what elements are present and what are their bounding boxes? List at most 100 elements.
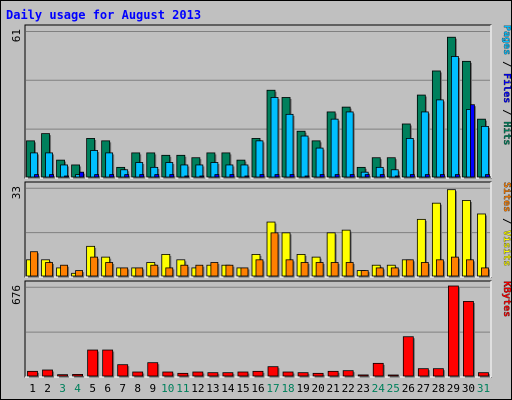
bar-sites-fill (435, 259, 444, 277)
bar-sites (240, 267, 250, 278)
x-tick-label: 17 (266, 382, 279, 395)
bar-pages-fill (124, 174, 130, 178)
x-tick-label: 19 (296, 382, 309, 395)
bar-sites (390, 267, 400, 278)
bar-sites-fill (451, 256, 459, 277)
bar-files (435, 99, 445, 179)
bar-sites-fill (300, 262, 309, 277)
legend-entry: KBytes (501, 281, 511, 317)
bar-sites-fill (180, 264, 189, 277)
bar-pages (199, 175, 206, 179)
bar-pages-fill (394, 175, 400, 178)
bar-files (405, 138, 415, 179)
bar-files-fill (210, 162, 219, 178)
bar-files (150, 166, 160, 179)
x-tick-label: 10 (161, 382, 174, 395)
bar-kbytes-fill (162, 371, 174, 377)
bar-files (451, 56, 460, 179)
bar-pages-fill (244, 175, 250, 178)
bar-pages (229, 174, 236, 179)
bar-sites (330, 262, 340, 278)
bar-pages (424, 174, 431, 179)
bar-kbytes (282, 371, 295, 378)
bar-files (330, 118, 340, 179)
bar-files-fill (255, 140, 264, 178)
bar-pages (124, 174, 131, 179)
bar-sites (30, 251, 39, 278)
bar-pages (259, 174, 266, 179)
bar-kbytes-fill (372, 362, 384, 377)
bar-kbytes (102, 349, 115, 378)
bar-files-fill (375, 166, 384, 178)
bar-sites (285, 259, 295, 278)
x-tick-label: 1 (29, 382, 36, 395)
y-max-label: 676 (10, 285, 23, 305)
bar-files-fill (135, 162, 144, 178)
bar-sites-fill (210, 262, 219, 277)
bar-pages-shadow (246, 177, 251, 179)
bar-files (270, 97, 280, 179)
bar-kbytes-fill (42, 369, 53, 377)
bar-sites (451, 256, 460, 278)
x-tick-label: 2 (44, 382, 51, 395)
x-tick-label: 8 (134, 382, 141, 395)
bar-files (255, 140, 265, 179)
bar-sites (375, 267, 385, 278)
bar-kbytes-fill (222, 372, 234, 377)
bar-kbytes-fill (327, 370, 339, 377)
bar-pages (184, 175, 191, 179)
panel-kbytes: 676 KBytes (10, 280, 511, 378)
bar-files-fill (390, 169, 399, 178)
bar-pages (364, 174, 371, 179)
bar-sites-fill (120, 267, 129, 277)
bar-pages-fill (199, 175, 205, 178)
bar-pages-fill (94, 174, 100, 178)
x-tick-label: 6 (104, 382, 111, 395)
bar-kbytes-fill (132, 371, 144, 377)
bar-files (481, 125, 490, 179)
bar-files (30, 152, 39, 179)
x-tick-label: 4 (74, 382, 81, 395)
bar-sites (60, 264, 70, 278)
bar-sites (195, 264, 205, 278)
bar-pages (289, 174, 296, 179)
bar-pages-fill (409, 174, 415, 178)
x-tick-label: 12 (191, 382, 204, 395)
bar-files (105, 152, 115, 179)
bar-kbytes (372, 362, 385, 378)
x-tick-label: 28 (432, 382, 445, 395)
bar-kbytes (27, 370, 39, 378)
legend-entry: / (501, 103, 511, 121)
bar-files-fill (45, 152, 53, 178)
bar-sites (180, 264, 190, 278)
bar-pages (485, 174, 491, 179)
bar-pages (169, 174, 176, 179)
bar-kbytes (117, 364, 130, 378)
bar-pages (379, 174, 386, 179)
bar-sites (420, 262, 430, 278)
bar-sites-fill (45, 262, 53, 277)
bar-pages-fill (349, 174, 355, 178)
bar-pages (334, 174, 341, 179)
bar-pages-fill (139, 174, 145, 178)
bar-pages-fill (229, 174, 235, 178)
bar-sites (405, 259, 415, 278)
bar-files (345, 111, 355, 179)
bar-pages (139, 174, 146, 179)
bar-kbytes (177, 372, 190, 378)
bar-kbytes (342, 370, 355, 378)
bar-kbytes (478, 372, 490, 378)
bar-pages-shadow (186, 177, 191, 179)
bar-sites-fill (255, 259, 264, 277)
bar-kbytes-fill (297, 372, 309, 377)
bar-sites-fill (315, 262, 324, 277)
bar-pages-shadow (306, 177, 311, 179)
bar-pages-fill (439, 174, 445, 178)
bar-files-fill (405, 138, 414, 178)
bar-sites (315, 262, 325, 278)
bar-sites-fill (466, 259, 474, 277)
bar-pages (154, 174, 161, 179)
legend-visits-sites: Sites / Visits (501, 182, 511, 266)
bar-files (165, 162, 175, 179)
